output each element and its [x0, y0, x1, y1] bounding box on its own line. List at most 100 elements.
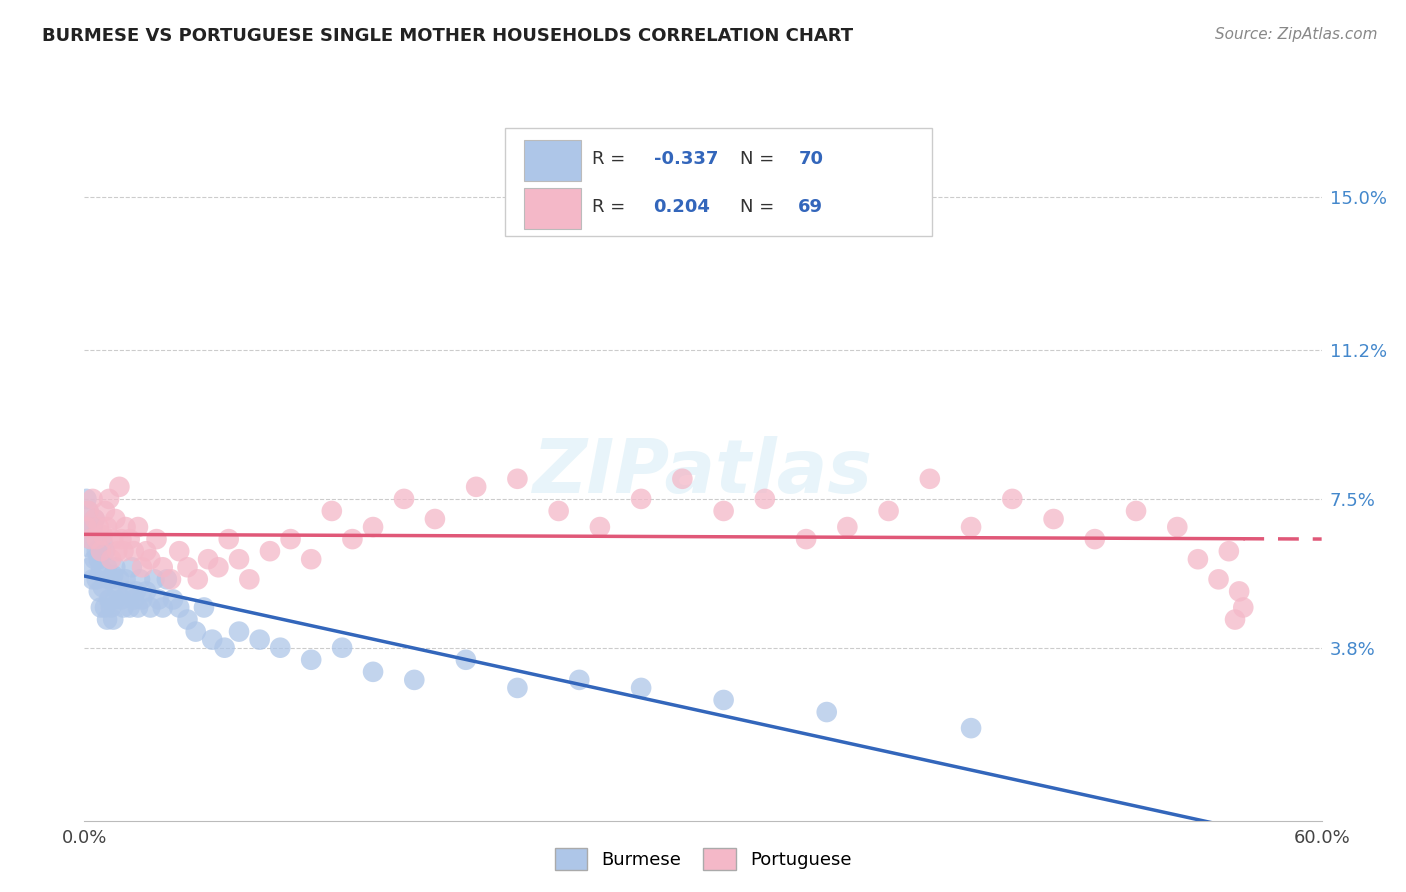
Text: R =: R = — [592, 150, 631, 168]
Point — [96, 520, 118, 534]
Point — [330, 640, 353, 655]
Point — [108, 480, 131, 494]
Point — [103, 613, 125, 627]
Point — [86, 572, 108, 586]
Text: N =: N = — [740, 150, 780, 168]
Point — [127, 600, 149, 615]
Point — [100, 552, 122, 566]
Point — [104, 592, 127, 607]
Point — [465, 480, 488, 494]
Point — [754, 491, 776, 506]
Point — [547, 504, 569, 518]
Point — [98, 592, 121, 607]
Point — [162, 592, 184, 607]
Point — [82, 491, 104, 506]
Point — [280, 532, 302, 546]
Point — [139, 552, 162, 566]
Point — [143, 572, 166, 586]
Point — [100, 600, 122, 615]
Point — [94, 600, 117, 615]
Point — [82, 572, 104, 586]
Point — [105, 544, 128, 558]
Point — [90, 560, 112, 574]
Point — [630, 491, 652, 506]
Point — [1166, 520, 1188, 534]
Point — [82, 520, 104, 534]
Point — [152, 560, 174, 574]
Point — [815, 705, 838, 719]
Text: N =: N = — [740, 198, 780, 216]
Point — [104, 512, 127, 526]
Point — [960, 520, 983, 534]
Point — [404, 673, 426, 687]
Point — [121, 560, 143, 574]
Point — [321, 504, 343, 518]
Point — [86, 544, 108, 558]
Point — [269, 640, 291, 655]
Point — [176, 560, 198, 574]
Point — [87, 520, 110, 534]
Point — [90, 544, 112, 558]
Point — [713, 504, 735, 518]
Point — [94, 504, 117, 518]
Point — [135, 544, 157, 558]
Y-axis label: Single Mother Households: Single Mother Households — [0, 365, 8, 581]
Point — [454, 653, 477, 667]
Point — [145, 532, 167, 546]
Point — [1232, 600, 1254, 615]
Point — [299, 653, 322, 667]
Text: 0.204: 0.204 — [654, 198, 710, 216]
Point — [630, 681, 652, 695]
Point — [105, 584, 128, 599]
Point — [249, 632, 271, 647]
Point — [122, 544, 145, 558]
Point — [125, 584, 148, 599]
Point — [91, 528, 114, 542]
Point — [104, 560, 127, 574]
Point — [176, 613, 198, 627]
Point — [110, 532, 132, 546]
Point — [79, 532, 101, 546]
Point — [86, 532, 108, 546]
Point — [108, 572, 131, 586]
Point — [96, 560, 118, 574]
Point — [79, 532, 101, 546]
Point — [589, 520, 612, 534]
FancyBboxPatch shape — [523, 188, 581, 229]
Point — [87, 584, 110, 599]
Point — [114, 520, 136, 534]
Point — [193, 600, 215, 615]
Point — [506, 472, 529, 486]
Point — [129, 572, 152, 586]
Point — [1042, 512, 1064, 526]
Point — [83, 512, 105, 526]
Point — [506, 681, 529, 695]
Point — [118, 532, 141, 546]
Point — [118, 600, 141, 615]
Point — [167, 600, 190, 615]
Point — [96, 613, 118, 627]
Point — [75, 520, 97, 534]
Point — [103, 568, 125, 582]
Point — [112, 544, 135, 558]
Point — [1227, 584, 1250, 599]
Point — [77, 504, 100, 518]
Point — [1187, 552, 1209, 566]
Point — [75, 520, 97, 534]
Text: ZIPatlas: ZIPatlas — [533, 436, 873, 509]
Point — [160, 572, 183, 586]
Point — [77, 540, 100, 554]
Point — [1125, 504, 1147, 518]
Point — [794, 532, 817, 546]
Point — [299, 552, 322, 566]
Point — [139, 600, 162, 615]
Point — [184, 624, 207, 639]
Point — [197, 552, 219, 566]
Point — [152, 600, 174, 615]
FancyBboxPatch shape — [505, 128, 932, 236]
Point — [918, 472, 941, 486]
Point — [207, 560, 229, 574]
Point — [342, 532, 364, 546]
Point — [201, 632, 224, 647]
Point — [156, 572, 179, 586]
